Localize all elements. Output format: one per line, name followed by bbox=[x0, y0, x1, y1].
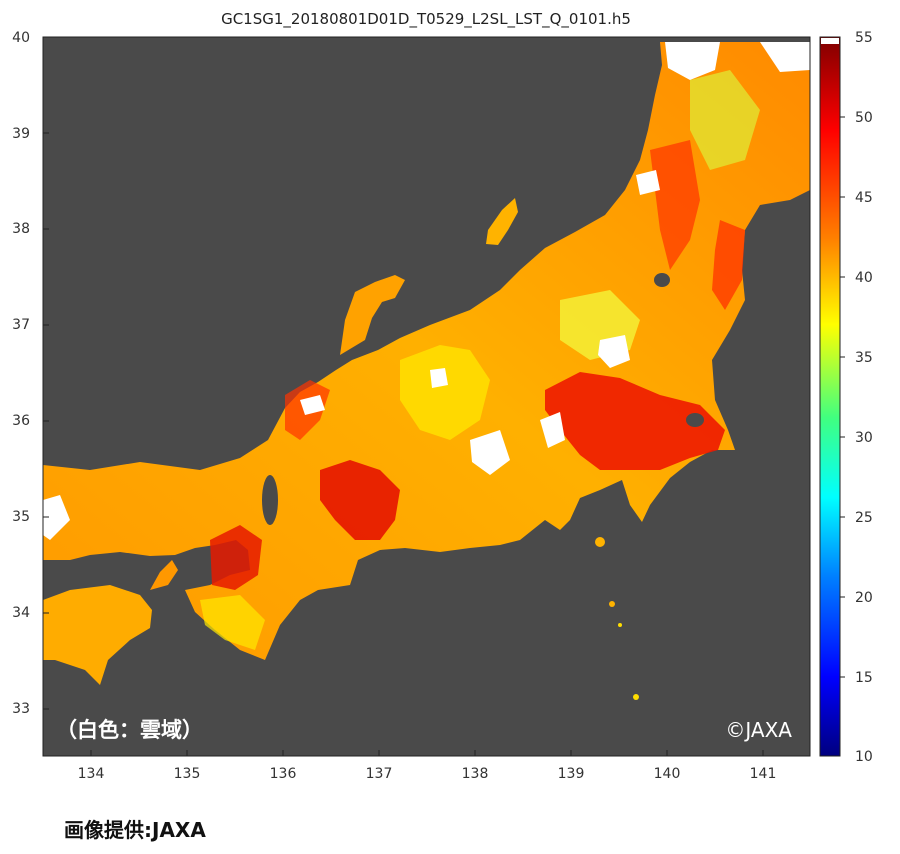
x-tick-label: 137 bbox=[366, 766, 393, 782]
hot-zone-north bbox=[650, 140, 700, 270]
izu-island bbox=[609, 601, 615, 607]
cool-zone-alps bbox=[400, 345, 490, 440]
lake-biwa bbox=[262, 475, 278, 525]
noto-peninsula bbox=[340, 275, 405, 355]
colorbar-tick-label: 35 bbox=[855, 350, 873, 366]
hot-zone-sendai bbox=[712, 220, 745, 310]
y-tick-label: 35 bbox=[12, 509, 30, 525]
colorbar-tick-label: 10 bbox=[855, 749, 873, 765]
colorbar-tick-label: 50 bbox=[855, 110, 873, 126]
cool-zone-ou bbox=[690, 70, 760, 170]
colorbar-tick-label: 25 bbox=[855, 510, 873, 526]
sado-island bbox=[486, 198, 518, 245]
izu-island bbox=[595, 537, 605, 547]
x-tick-label: 134 bbox=[78, 766, 105, 782]
y-tick-label: 36 bbox=[12, 413, 30, 429]
awaji-island bbox=[150, 560, 178, 590]
y-tick-label: 37 bbox=[12, 317, 30, 333]
x-tick-label: 138 bbox=[462, 766, 489, 782]
cool-zone-kii bbox=[200, 595, 265, 650]
colorbar-tick-label: 30 bbox=[855, 430, 873, 446]
land-layer bbox=[43, 42, 810, 700]
x-tick-label: 136 bbox=[270, 766, 297, 782]
map-frame bbox=[42, 36, 811, 757]
x-axis: 134 135 136 137 138 139 140 141 bbox=[78, 750, 777, 782]
lake-kasumigaura bbox=[686, 413, 704, 427]
hot-zone-nobi bbox=[320, 460, 400, 540]
image-credit: 画像提供:JAXA bbox=[64, 818, 206, 842]
colorbar-tick-label: 40 bbox=[855, 270, 873, 286]
y-tick-label: 39 bbox=[12, 126, 30, 142]
y-tick-label: 40 bbox=[12, 30, 30, 46]
y-tick-label: 33 bbox=[12, 701, 30, 717]
lake-inawashiro bbox=[654, 273, 670, 287]
cloud-areas bbox=[43, 42, 810, 540]
colorbar-gradient bbox=[819, 36, 841, 757]
colorbar: 55 50 45 40 35 30 25 20 15 10 bbox=[819, 30, 873, 765]
colorbar-tick-label: 20 bbox=[855, 590, 873, 606]
hot-zone-kinki bbox=[210, 525, 262, 590]
izu-island bbox=[633, 694, 639, 700]
copyright-label: ©JAXA bbox=[725, 718, 792, 742]
x-tick-label: 139 bbox=[558, 766, 585, 782]
x-tick-label: 140 bbox=[654, 766, 681, 782]
map-title: GC1SG1_20180801D01D_T0529_L2SL_LST_Q_010… bbox=[221, 10, 631, 29]
y-tick-label: 34 bbox=[12, 605, 30, 621]
colorbar-tick-label: 45 bbox=[855, 190, 873, 206]
hot-zone-kanto bbox=[545, 372, 725, 470]
y-axis: 40 39 38 37 36 35 34 33 bbox=[12, 30, 49, 717]
x-tick-label: 135 bbox=[174, 766, 201, 782]
shikoku-island bbox=[43, 585, 152, 685]
x-tick-label: 141 bbox=[750, 766, 777, 782]
cloud-note-label: （白色：雲域） bbox=[56, 718, 203, 742]
colorbar-cloud-swatch bbox=[821, 38, 839, 44]
colorbar-tick-label: 15 bbox=[855, 670, 873, 686]
y-tick-label: 38 bbox=[12, 221, 30, 237]
izu-island bbox=[618, 623, 622, 627]
colorbar-tick-label: 55 bbox=[855, 30, 873, 46]
